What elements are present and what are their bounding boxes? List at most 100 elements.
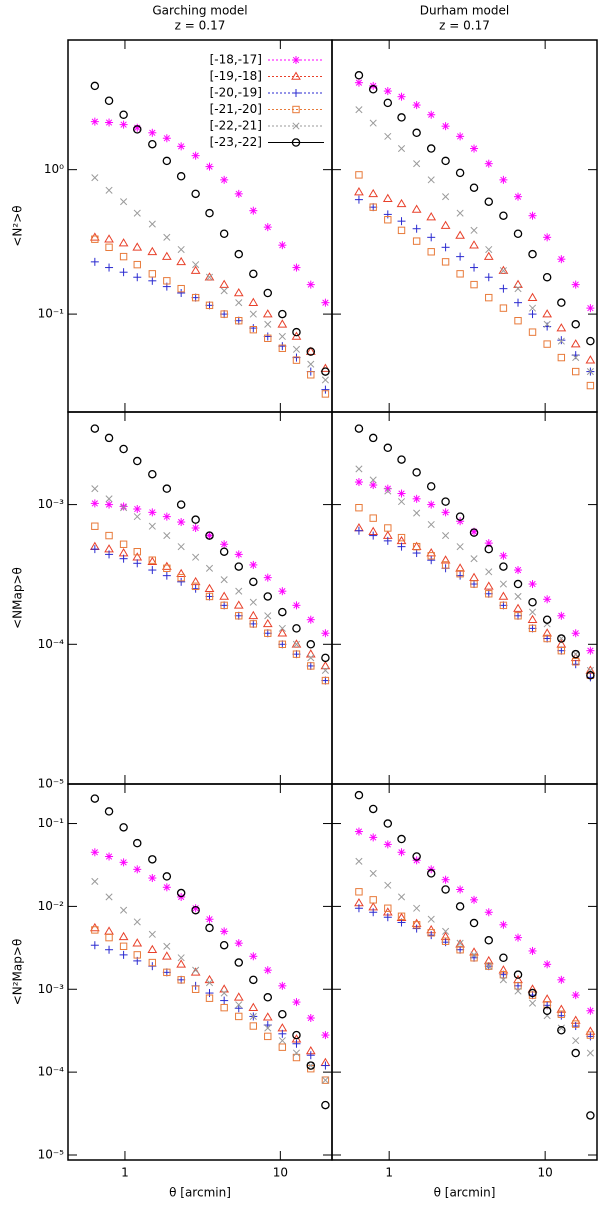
marker-stroke bbox=[369, 869, 377, 877]
marker-shape bbox=[91, 926, 99, 934]
data-point bbox=[455, 512, 465, 521]
data-point bbox=[105, 933, 113, 942]
marker-shape bbox=[91, 522, 99, 530]
marker-shape bbox=[220, 310, 228, 318]
data-point bbox=[499, 601, 508, 610]
marker-stroke bbox=[105, 495, 113, 503]
data-point bbox=[441, 156, 450, 166]
marker-shape bbox=[219, 229, 229, 238]
data-point bbox=[148, 508, 157, 517]
data-point bbox=[383, 913, 392, 922]
data-point bbox=[263, 966, 272, 975]
marker-shape bbox=[292, 624, 301, 633]
marker-stroke bbox=[428, 111, 435, 118]
marker-shape bbox=[368, 804, 378, 814]
data-point bbox=[384, 216, 392, 224]
marker-stroke bbox=[221, 176, 228, 184]
data-point bbox=[368, 433, 378, 443]
marker-stroke bbox=[398, 93, 405, 100]
data-point bbox=[118, 238, 129, 247]
data-point bbox=[220, 310, 229, 319]
data-point bbox=[205, 531, 214, 540]
data-point bbox=[190, 576, 201, 586]
data-point bbox=[321, 1076, 330, 1084]
data-point bbox=[513, 603, 523, 612]
data-point bbox=[292, 345, 301, 353]
data-point bbox=[278, 342, 287, 351]
marker-stroke bbox=[279, 242, 286, 249]
data-point bbox=[105, 118, 114, 127]
data-point bbox=[354, 195, 363, 204]
marker-shape bbox=[543, 1001, 551, 1009]
marker-shape bbox=[176, 256, 187, 266]
data-point bbox=[278, 607, 287, 617]
marker-shape bbox=[572, 367, 580, 376]
data-point bbox=[191, 189, 200, 199]
marker-shape bbox=[513, 579, 523, 589]
data-point bbox=[235, 1001, 243, 1009]
marker-shape bbox=[412, 921, 421, 929]
marker-shape bbox=[89, 232, 100, 241]
data-point bbox=[105, 531, 113, 540]
data-point bbox=[119, 540, 128, 548]
marker-stroke bbox=[427, 915, 435, 923]
data-point bbox=[278, 309, 287, 319]
marker-stroke bbox=[220, 989, 228, 997]
marker-shape bbox=[572, 1020, 580, 1028]
marker-shape bbox=[412, 237, 421, 245]
marker-shape bbox=[263, 592, 273, 601]
data-point bbox=[104, 926, 114, 935]
marker-shape bbox=[572, 658, 580, 666]
y-axis-label: <N²>θ bbox=[11, 205, 25, 246]
marker-shape bbox=[498, 591, 509, 600]
data-point bbox=[119, 823, 128, 832]
data-point bbox=[104, 96, 114, 105]
marker-shape bbox=[235, 1012, 243, 1021]
marker-shape bbox=[163, 277, 171, 285]
data-point bbox=[162, 134, 171, 143]
marker-shape bbox=[119, 942, 128, 950]
data-point bbox=[369, 514, 377, 522]
marker-stroke bbox=[427, 520, 435, 529]
data-point bbox=[89, 922, 100, 932]
marker-stroke bbox=[105, 119, 113, 126]
marker-shape bbox=[292, 1030, 301, 1040]
data-point bbox=[440, 220, 451, 229]
marker-stroke bbox=[220, 287, 228, 295]
marker-stroke bbox=[120, 906, 128, 914]
marker-stroke bbox=[558, 612, 565, 619]
data-point bbox=[162, 968, 171, 977]
data-point bbox=[321, 1076, 329, 1084]
data-point bbox=[499, 267, 507, 275]
marker-shape bbox=[528, 597, 537, 607]
data-point bbox=[427, 248, 435, 256]
data-point bbox=[586, 1032, 595, 1041]
marker-shape bbox=[264, 629, 272, 637]
data-point bbox=[278, 332, 286, 341]
data-point bbox=[484, 544, 494, 554]
marker-shape bbox=[147, 556, 158, 566]
marker-stroke bbox=[192, 966, 200, 974]
data-point bbox=[442, 193, 450, 201]
marker-stroke bbox=[413, 509, 421, 517]
data-point bbox=[382, 193, 393, 202]
data-point bbox=[557, 298, 566, 307]
data-point bbox=[205, 592, 214, 601]
data-point bbox=[354, 478, 363, 487]
data-point bbox=[585, 355, 596, 364]
data-point bbox=[397, 533, 406, 542]
marker-shape bbox=[306, 1061, 316, 1070]
data-point bbox=[354, 904, 363, 913]
marker-shape bbox=[499, 562, 508, 571]
marker-shape bbox=[163, 968, 171, 977]
marker-stroke bbox=[397, 498, 406, 506]
data-point bbox=[119, 950, 128, 959]
data-point bbox=[383, 536, 392, 545]
legend-label: [-23,-22] bbox=[210, 135, 262, 149]
data-point bbox=[148, 469, 157, 479]
marker-stroke bbox=[163, 513, 170, 520]
marker-shape bbox=[586, 1111, 595, 1120]
data-point bbox=[456, 132, 465, 141]
data-point bbox=[177, 577, 186, 586]
marker-shape bbox=[104, 807, 114, 816]
